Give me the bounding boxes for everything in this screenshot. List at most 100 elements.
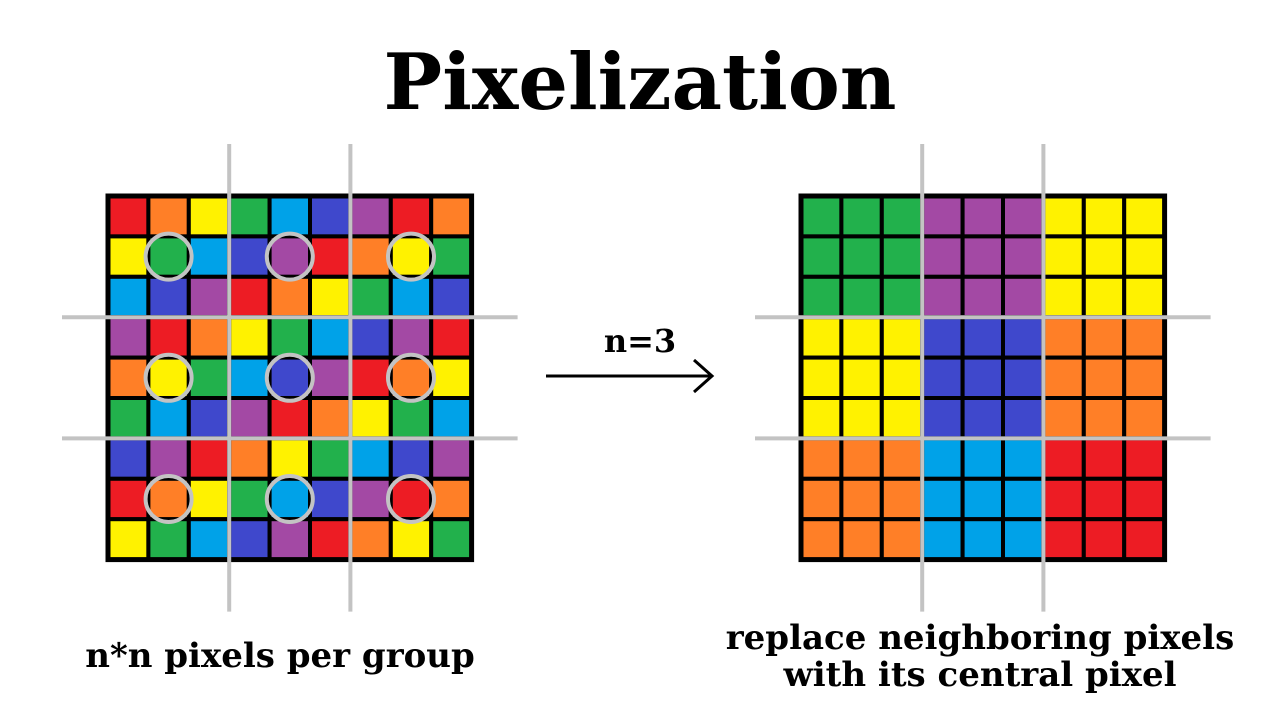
input-pixel-r5-c6 [348,396,393,441]
input-pixel-r5-c7 [388,396,434,441]
input-pixel-r5-c8 [429,396,474,441]
input-pixel-r8-c2 [186,517,232,562]
input-pixel-r7-c0 [106,476,151,522]
output-pixel-r3-c7 [1081,315,1127,360]
input-pixel-r0-c6 [348,194,393,239]
input-pixel-r8-c0 [106,517,151,562]
output-pixel-r5-c1 [839,396,884,441]
output-pixel-r3-c8 [1122,315,1167,360]
output-pixel-r8-c5 [1001,517,1046,562]
input-pixel-r4-c2 [186,355,232,401]
caption-right-line2: with its central pixel [783,655,1177,696]
output-pixel-r1-c4 [960,234,1005,279]
output-pixel-r8-c7 [1081,517,1127,562]
output-pixel-r1-c5 [1001,234,1046,279]
output-pixel-r8-c0 [799,517,844,562]
input-pixel-r0-c1 [146,194,191,239]
input-pixel-r3-c5 [308,315,353,360]
input-pixel-r8-c6 [348,517,393,562]
output-pixel-r0-c1 [839,194,884,239]
input-pixel-r6-c6 [348,436,393,481]
central-pixel-circle [143,231,194,282]
output-pixel-r0-c5 [1001,194,1046,239]
output-pixel-r1-c0 [799,234,844,279]
output-pixel-r3-c6 [1041,315,1086,360]
output-pixel-r6-c7 [1081,436,1127,481]
input-pixel-r4-c6 [348,355,393,401]
input-pixel-r6-c4 [267,436,313,481]
input-pixel-r1-c3 [227,234,272,279]
input-pixel-r5-c5 [308,396,353,441]
input-pixel-r6-c1 [146,436,191,481]
output-pixel-r5-c3 [920,396,965,441]
output-pixel-r6-c2 [879,436,925,481]
output-pixel-r1-c6 [1041,234,1086,279]
output-pixel-r4-c8 [1122,355,1167,401]
output-pixel-r0-c7 [1081,194,1127,239]
input-pixel-r7-c4 [267,476,313,522]
central-pixel-circle [143,352,194,403]
caption-left: n*n pixels per group [85,636,475,676]
input-pixel-r6-c0 [106,436,151,481]
input-pixel-r5-c1 [146,396,191,441]
output-pixel-r3-c4 [960,315,1005,360]
output-pixel-r5-c7 [1081,396,1127,441]
input-pixel-r3-c1 [146,315,191,360]
caption-right-line1: replace neighboring pixels [725,618,1235,658]
input-pixel-r7-c2 [186,476,232,522]
input-pixel-r6-c8 [429,436,474,481]
input-pixel-r8-c1 [146,517,191,562]
output-pixel-r7-c1 [839,476,884,522]
output-pixel-r4-c1 [839,355,884,401]
input-pixel-r3-c2 [186,315,232,360]
input-pixel-r2-c6 [348,274,393,320]
input-pixel-grid [105,193,475,563]
input-pixel-r4-c5 [308,355,353,401]
input-pixel-r8-c5 [308,517,353,562]
output-pixel-r8-c2 [879,517,925,562]
input-pixel-r5-c3 [227,396,272,441]
output-pixel-r4-c7 [1081,355,1127,401]
input-pixel-r4-c0 [106,355,151,401]
output-pixel-r4-c2 [879,355,925,401]
input-pixel-r1-c6 [348,234,393,279]
input-pixel-r2-c3 [227,274,272,320]
input-pixel-r7-c1 [146,476,191,522]
input-pixel-r3-c0 [106,315,151,360]
output-pixel-r4-c5 [1001,355,1046,401]
output-pixel-r2-c7 [1081,274,1127,320]
input-pixel-r2-c2 [186,274,232,320]
input-pixel-r8-c4 [267,517,313,562]
central-pixel-circle [264,231,315,282]
input-pixel-r3-c6 [348,315,393,360]
output-pixel-r7-c4 [960,476,1005,522]
input-pixel-r0-c5 [308,194,353,239]
input-pixel-r3-c4 [267,315,313,360]
input-pixel-r6-c3 [227,436,272,481]
output-pixel-r8-c8 [1122,517,1167,562]
central-pixel-circle [386,474,436,524]
output-pixel-r7-c6 [1041,476,1086,522]
central-pixel-circle [386,231,436,282]
input-pixel-r1-c2 [186,234,232,279]
input-pixel-r0-c4 [267,194,313,239]
output-pixel-r6-c3 [920,436,965,481]
input-pixel-r3-c8 [429,315,474,360]
input-pixel-r7-c3 [227,476,272,522]
arrow [546,358,715,394]
central-pixel-circle [143,474,194,524]
input-pixel-r6-c5 [308,436,353,481]
output-pixel-r3-c3 [920,315,965,360]
output-pixel-r6-c1 [839,436,884,481]
output-grid-frame [798,193,1168,563]
output-pixel-grid [798,193,1168,563]
input-pixel-r6-c7 [388,436,434,481]
input-pixel-r7-c8 [429,476,474,522]
output-pixel-r8-c6 [1041,517,1086,562]
input-pixel-r3-c7 [388,315,434,360]
input-grid-frame [105,193,475,563]
central-pixel-circle [264,352,315,403]
output-pixel-r1-c8 [1122,234,1167,279]
input-pixel-r1-c5 [308,234,353,279]
output-pixel-r4-c0 [799,355,844,401]
